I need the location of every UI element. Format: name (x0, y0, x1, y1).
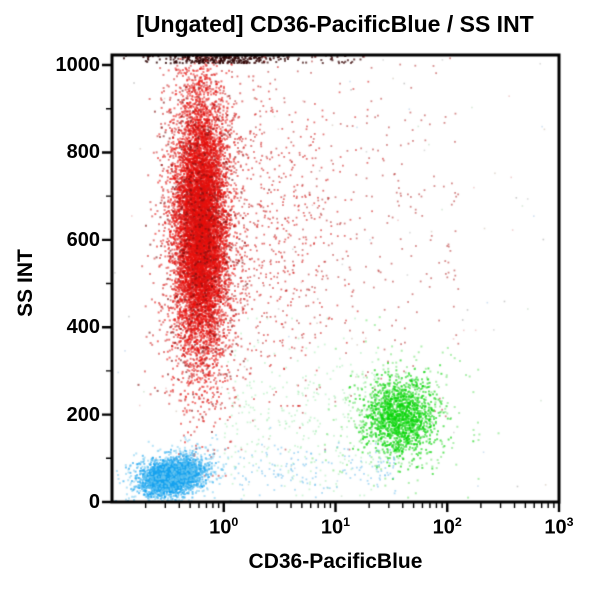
y-tick-label-800: 800 (66, 141, 100, 164)
x-tick-label-10e0: 100 (209, 515, 239, 539)
y-axis-title: SS INT (14, 249, 37, 317)
y-tick-label-400: 400 (66, 316, 100, 339)
y-tick-label-200: 200 (66, 403, 100, 426)
x-axis-title: CD36-PacificBlue (248, 550, 423, 573)
x-tick-label-10e2: 102 (432, 515, 462, 539)
y-tick-label-0: 0 (88, 491, 100, 513)
chart-title: [Ungated] CD36-PacificBlue / SS INT (136, 11, 534, 37)
x-tick-label-10e1: 101 (320, 515, 351, 539)
y-tick-label-600: 600 (66, 228, 100, 251)
x-tick-label-10e3: 103 (544, 515, 574, 539)
y-tick-label-1000: 1000 (55, 54, 101, 77)
